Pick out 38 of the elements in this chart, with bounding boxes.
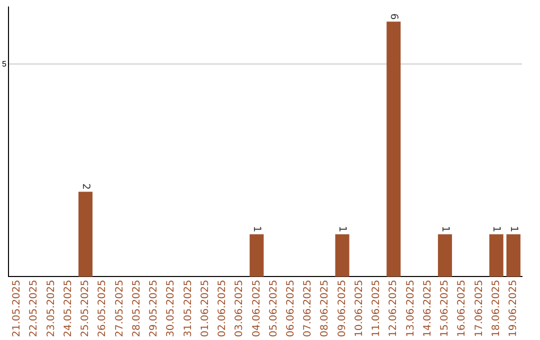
x-tick-label: 26.05.2025 [97,280,108,338]
x-tick-label: 31.05.2025 [182,280,194,338]
x-tick-label: 21.05.2025 [12,280,23,338]
x-tick-label: 28.05.2025 [131,280,142,338]
x-tick-label: 13.06.2025 [405,280,416,338]
x-tick-label: 07.06.2025 [302,280,314,338]
x-tick-label: 15.06.2025 [440,280,451,338]
x-tick-label: 06.06.2025 [285,280,296,338]
data-label: 2 [80,183,91,190]
x-tick-label: 18.06.2025 [490,280,502,338]
x-tick-label: 02.06.2025 [217,280,228,338]
x-tick-label: 01.06.2025 [200,280,211,338]
x-tick-label: 25.05.2025 [80,280,92,338]
x-tick-label: 30.05.2025 [166,280,177,338]
y-tick-label: 5 [2,59,7,68]
x-tick-label: 24.05.2025 [62,280,74,338]
x-tick-label: 12.06.2025 [388,280,400,338]
x-tick-label: 23.05.2025 [46,280,57,338]
x-tick-label: 17.06.2025 [474,280,485,338]
data-label: 1 [336,226,348,232]
x-tick-label: 03.06.2025 [234,280,246,338]
x-tick-label: 19.06.2025 [508,280,520,338]
data-label: 1 [251,226,262,232]
x-tick-label: 05.06.2025 [268,280,280,338]
data-label: 1 [439,226,450,232]
x-tick-label: 11.06.2025 [371,280,382,338]
data-label: 1 [508,226,519,232]
x-tick-label: 09.06.2025 [336,280,348,338]
x-tick-label: 22.05.2025 [28,280,40,338]
x-tick-label: 10.06.2025 [354,280,365,338]
x-tick-label: 08.06.2025 [320,280,331,338]
x-tick-label: 29.05.2025 [148,280,160,338]
x-tick-label: 04.06.2025 [251,280,262,338]
x-tick-label: 16.06.2025 [456,280,468,338]
x-tick-label: 14.06.2025 [422,280,434,338]
data-label: 6 [388,13,400,20]
data-label: 1 [490,226,502,232]
x-tick-label: 27.05.2025 [114,280,126,338]
